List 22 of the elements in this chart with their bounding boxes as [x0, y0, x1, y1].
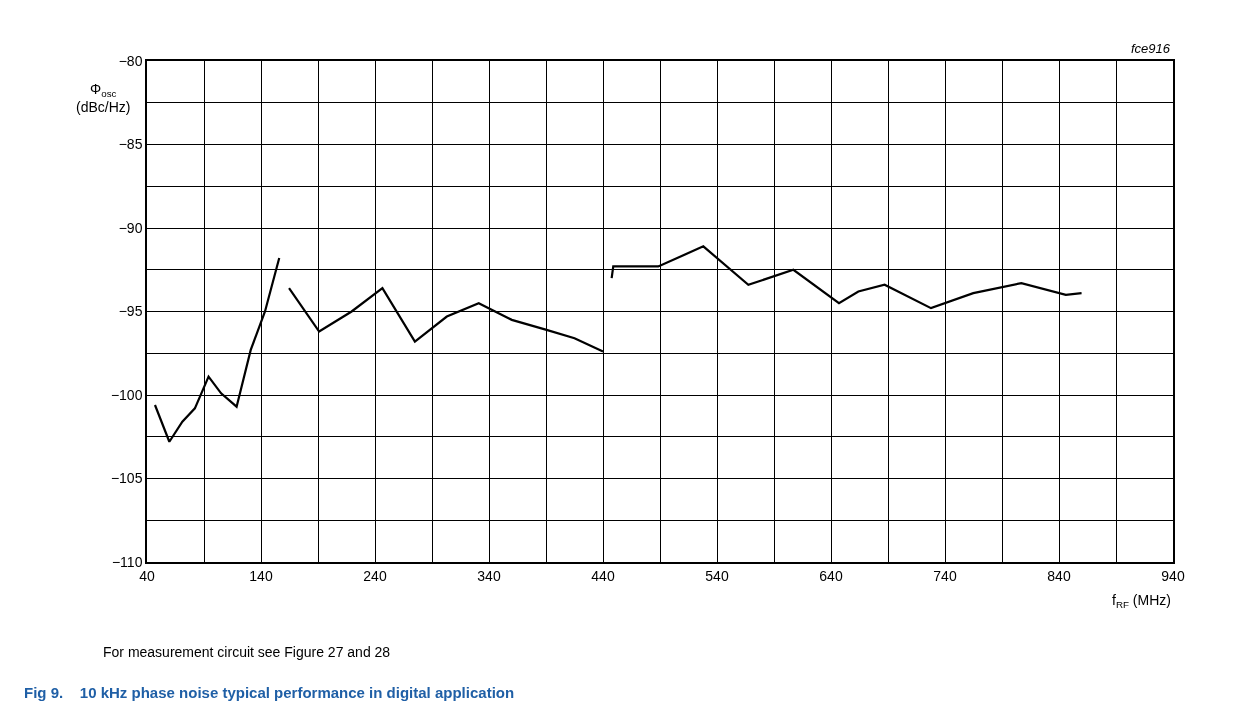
- y-tick-label: −110: [111, 553, 143, 570]
- x-tick-label: 440: [591, 567, 615, 584]
- x-tick-label: 140: [249, 567, 273, 584]
- y-tick-label: −85: [118, 136, 143, 153]
- y-tick-label: −95: [118, 303, 143, 320]
- x-tick-label: 240: [363, 567, 387, 584]
- y-tick-label: −80: [118, 52, 143, 69]
- x-tick-label: 340: [477, 567, 501, 584]
- x-tick-label: 740: [933, 567, 957, 584]
- y-axis-title: Φ$_{osc}$ (dBc/Hz): [76, 81, 131, 116]
- x-axis-title: f$_{RF}$ (MHz): [1112, 592, 1171, 610]
- x-tick-label: 940: [1161, 567, 1185, 584]
- x-tick-label: 840: [1047, 567, 1071, 584]
- y-tick-label: −100: [110, 386, 143, 403]
- y-tick-label: −90: [118, 219, 143, 236]
- x-tick-label: 540: [705, 567, 729, 584]
- y-tick-label: −105: [110, 470, 143, 487]
- x-tick-label: 640: [819, 567, 843, 584]
- text: fce916: [1131, 41, 1171, 56]
- x-tick-label: 40: [139, 567, 155, 584]
- text: Fig 9. 10 kHz phase noise typical performance in digital application: [24, 684, 515, 701]
- text: For measurement circuit see Figure 27 and 28: [103, 644, 391, 660]
